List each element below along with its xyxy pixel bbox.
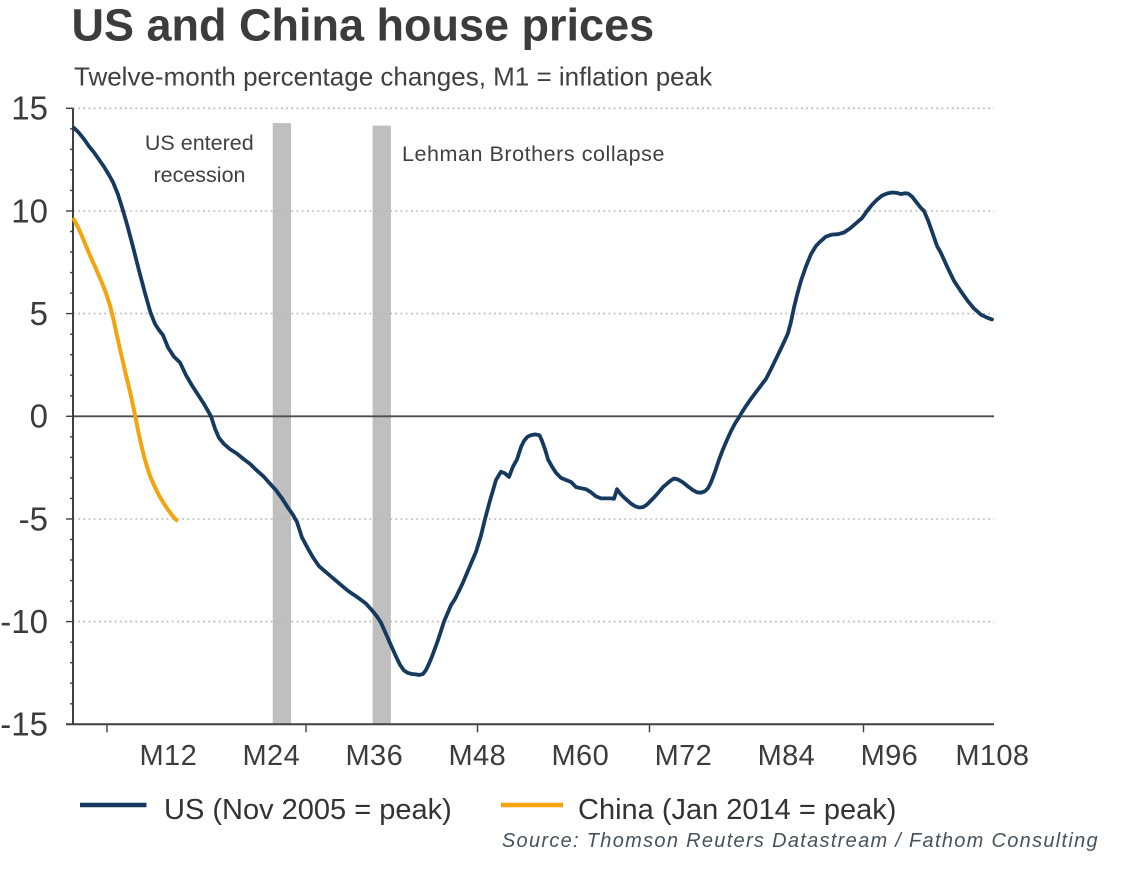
svg-text:M48: M48 <box>448 740 506 772</box>
svg-text:M60: M60 <box>551 740 609 772</box>
svg-text:Twelve-month percentage change: Twelve-month percentage changes, M1 = in… <box>74 62 713 92</box>
svg-text:US (Nov 2005 = peak): US (Nov 2005 = peak) <box>164 794 452 826</box>
svg-text:-10: -10 <box>0 603 48 640</box>
svg-text:15: 15 <box>11 90 48 127</box>
svg-text:0: 0 <box>30 398 48 435</box>
svg-text:US entered: US entered <box>145 131 254 155</box>
svg-text:M108: M108 <box>955 740 1029 772</box>
svg-text:10: 10 <box>11 192 48 229</box>
svg-text:M96: M96 <box>861 740 919 772</box>
svg-text:M24: M24 <box>242 740 300 772</box>
svg-text:US and China house prices: US and China house prices <box>72 0 655 51</box>
svg-text:China (Jan 2014 = peak): China (Jan 2014 = peak) <box>578 794 896 826</box>
svg-text:-15: -15 <box>0 706 48 743</box>
svg-text:5: 5 <box>30 295 48 332</box>
svg-text:recession: recession <box>153 163 245 187</box>
svg-text:M72: M72 <box>655 740 713 772</box>
svg-text:-5: -5 <box>19 500 48 537</box>
svg-text:Source: Thomson Reuters Datast: Source: Thomson Reuters Datastream / Fat… <box>502 830 1099 852</box>
svg-text:M36: M36 <box>345 740 403 772</box>
svg-text:M12: M12 <box>139 740 197 772</box>
svg-text:Lehman Brothers collapse: Lehman Brothers collapse <box>402 142 665 166</box>
svg-text:M84: M84 <box>758 740 816 772</box>
